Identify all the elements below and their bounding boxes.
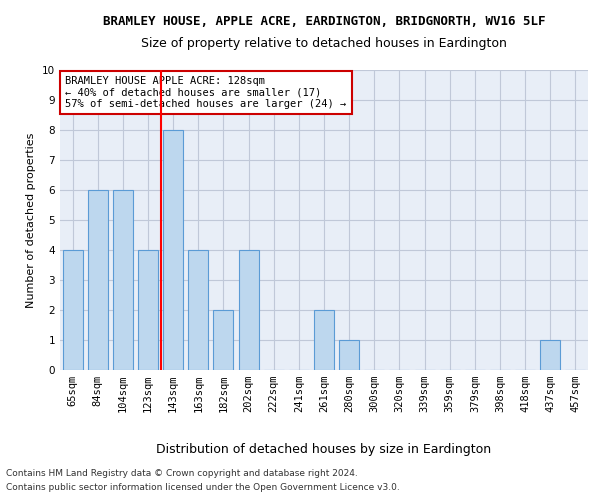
Y-axis label: Number of detached properties: Number of detached properties <box>26 132 37 308</box>
Bar <box>163 130 183 370</box>
Text: Contains public sector information licensed under the Open Government Licence v3: Contains public sector information licen… <box>6 484 400 492</box>
Bar <box>239 250 259 370</box>
Text: BRAMLEY HOUSE, APPLE ACRE, EARDINGTON, BRIDGNORTH, WV16 5LF: BRAMLEY HOUSE, APPLE ACRE, EARDINGTON, B… <box>103 15 545 28</box>
Text: Contains HM Land Registry data © Crown copyright and database right 2024.: Contains HM Land Registry data © Crown c… <box>6 468 358 477</box>
Bar <box>88 190 108 370</box>
Bar <box>62 250 83 370</box>
Text: Size of property relative to detached houses in Eardington: Size of property relative to detached ho… <box>141 38 507 51</box>
Bar <box>339 340 359 370</box>
Bar <box>214 310 233 370</box>
Bar <box>188 250 208 370</box>
Text: BRAMLEY HOUSE APPLE ACRE: 128sqm
← 40% of detached houses are smaller (17)
57% o: BRAMLEY HOUSE APPLE ACRE: 128sqm ← 40% o… <box>65 76 347 109</box>
Bar <box>314 310 334 370</box>
Bar <box>138 250 158 370</box>
Text: Distribution of detached houses by size in Eardington: Distribution of detached houses by size … <box>157 442 491 456</box>
Bar <box>113 190 133 370</box>
Bar <box>540 340 560 370</box>
